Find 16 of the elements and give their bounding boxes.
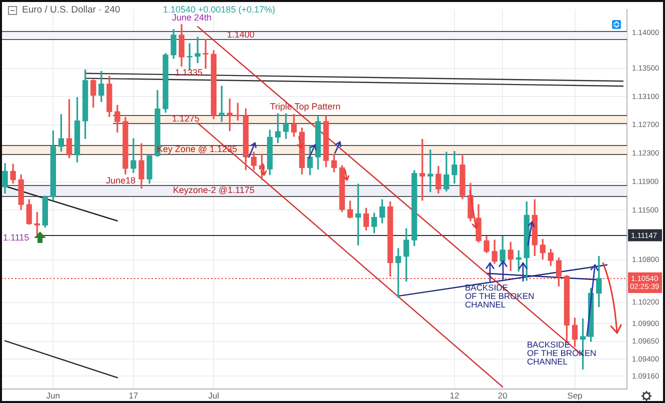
chart-subtitle: 1.10540 +0.00185 (+0.17%) (163, 4, 276, 14)
annotation: 1.1115 (3, 232, 30, 242)
x-tick-label: 17 (128, 390, 138, 400)
x-tick-label: Sep (567, 390, 583, 400)
annotation: Triple Top Pattern (270, 101, 341, 112)
x-tick-label: Jul (208, 390, 220, 400)
x-tick-label: 20 (498, 390, 508, 400)
x-tick-label: Jun (46, 390, 60, 400)
x-tick-label: 12 (450, 390, 460, 400)
candlestick (130, 138, 136, 173)
chart-title: Euro / U.S. Dollar · 240 (22, 4, 120, 16)
band-label: Keyzone-2 @1.1175 (173, 185, 255, 196)
band-label: 1.1275 (172, 114, 200, 124)
annotation: June 24th (172, 12, 212, 22)
band-label: 1.1400 (227, 30, 255, 40)
annotation: June18 (106, 175, 136, 186)
